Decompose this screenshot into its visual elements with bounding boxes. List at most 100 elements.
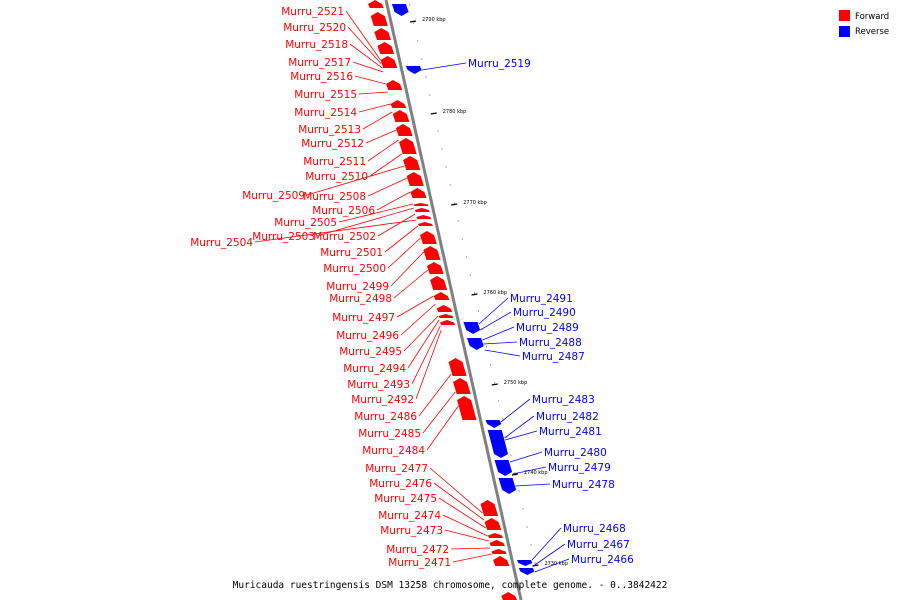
leader-line (483, 341, 518, 345)
gene-label-forward: Murru_2513 (298, 124, 361, 136)
gene-label-forward: Murru_2493 (347, 379, 410, 391)
tick-label: 2760 kbp (483, 290, 507, 296)
leader-line (478, 297, 509, 325)
leader-line (376, 191, 411, 211)
gene-label-reverse: Murru_2479 (548, 462, 611, 474)
leader-line (504, 430, 538, 441)
leader-line (534, 558, 570, 573)
leader-line (444, 529, 489, 542)
reverse-gene-block (498, 478, 517, 494)
gene-label-forward: Murru_2511 (303, 156, 366, 168)
leader-line (433, 482, 485, 521)
forward-gene-block (457, 396, 477, 420)
forward-gene-block (403, 156, 421, 170)
forward-gene-block (380, 56, 398, 68)
leader-line (403, 315, 439, 352)
reverse-gene-block (518, 568, 535, 575)
leader-line (415, 329, 442, 400)
legend-reverse-label: Reverse (855, 27, 889, 37)
forward-gene-block (436, 305, 453, 312)
gene-label-forward: Murru_2505 (274, 217, 337, 229)
forward-gene-block (438, 314, 454, 318)
leader-line (384, 225, 419, 253)
forward-gene-block (493, 556, 510, 566)
leader-line (504, 415, 535, 439)
gene-label-forward: Murru_2477 (365, 463, 428, 475)
gene-label-forward: Murru_2521 (281, 6, 344, 18)
forward-gene-block (480, 500, 499, 516)
forward-gene-block (453, 378, 471, 394)
leader-line (400, 303, 436, 336)
gene-blocks (368, 0, 535, 600)
gene-label-forward: Murru_2501 (320, 247, 383, 259)
forward-gene-block (414, 208, 430, 212)
leader-line (349, 43, 383, 69)
forward-gene-block (390, 100, 407, 108)
forward-gene-block (413, 203, 429, 206)
gene-label-forward: Murru_2494 (343, 363, 406, 375)
gene-label-forward: Murru_2499 (326, 281, 389, 293)
forward-gene-block (368, 0, 384, 8)
leader-line (422, 391, 456, 434)
leader-line (362, 111, 393, 130)
gene-labels: Murru_2521 Murru_2520 Murru_2518 Murru_2517… (190, 6, 634, 569)
forward-gene-block (386, 80, 403, 90)
gene-label-forward: Murru_2474 (378, 510, 441, 522)
gene-label-forward: Murru_2498 (329, 293, 392, 305)
gene-label-reverse: Murru_2489 (516, 322, 579, 334)
gene-label-reverse: Murru_2468 (563, 523, 626, 535)
leader-line (367, 139, 399, 162)
reverse-gene-block (494, 460, 513, 476)
tick-mark (511, 473, 519, 476)
leader-line (482, 326, 515, 341)
gene-label-reverse: Murru_2491 (510, 293, 573, 305)
gene-label-forward: Murru_2508 (303, 191, 366, 203)
forward-gene-block (489, 540, 505, 546)
forward-gene-block (417, 222, 433, 226)
tick-mark (491, 383, 498, 386)
leader-line (429, 467, 483, 514)
leader-line (354, 75, 387, 85)
gene-label-forward: Murru_2518 (285, 39, 348, 51)
reverse-gene-block (487, 430, 509, 458)
gene-label-forward: Murru_2473 (380, 525, 443, 537)
gene-label-forward: Murru_2495 (339, 346, 402, 358)
leader-line (480, 311, 512, 331)
gene-label-forward: Murru_2497 (332, 312, 395, 324)
leader-line (345, 10, 381, 61)
leader-line (418, 373, 452, 417)
gene-label-reverse: Murru_2480 (544, 447, 607, 459)
forward-gene-block (416, 215, 432, 219)
tick-label: 2750 kbp (504, 380, 528, 386)
gene-label-forward: Murru_2500 (323, 263, 386, 275)
legend-reverse-swatch (839, 26, 850, 37)
forward-gene-block (423, 246, 441, 260)
reverse-gene-block (467, 338, 484, 350)
leader-line (352, 61, 384, 73)
genome-caption: Muricauda ruestringensis DSM 13258 chrom… (233, 580, 668, 591)
forward-gene-block (430, 276, 448, 290)
gene-label-reverse: Murru_2519 (468, 58, 531, 70)
gene-label-forward: Murru_2515 (294, 89, 357, 101)
leader-line (407, 319, 440, 369)
leader-line (438, 497, 487, 529)
forward-gene-block (426, 262, 444, 274)
leader-line (442, 514, 488, 537)
leader-line (512, 466, 547, 475)
forward-gene-block (501, 592, 517, 600)
gene-label-forward: Murru_2514 (294, 107, 357, 119)
forward-gene-block (410, 188, 427, 198)
forward-gene-block (395, 124, 413, 136)
forward-gene-block (392, 110, 410, 122)
tick-label: 2770 kbp (463, 200, 487, 206)
gene-label-reverse: Murru_2482 (536, 411, 599, 423)
gene-label-reverse: Murru_2467 (567, 539, 630, 551)
leader-line (358, 91, 388, 95)
gene-label-reverse: Murru_2481 (539, 426, 602, 438)
leader-line (484, 349, 521, 357)
gene-label-forward: Murru_2496 (336, 330, 399, 342)
reverse-gene-block (517, 560, 533, 566)
leader-line (533, 543, 566, 567)
forward-gene-block (440, 320, 456, 325)
